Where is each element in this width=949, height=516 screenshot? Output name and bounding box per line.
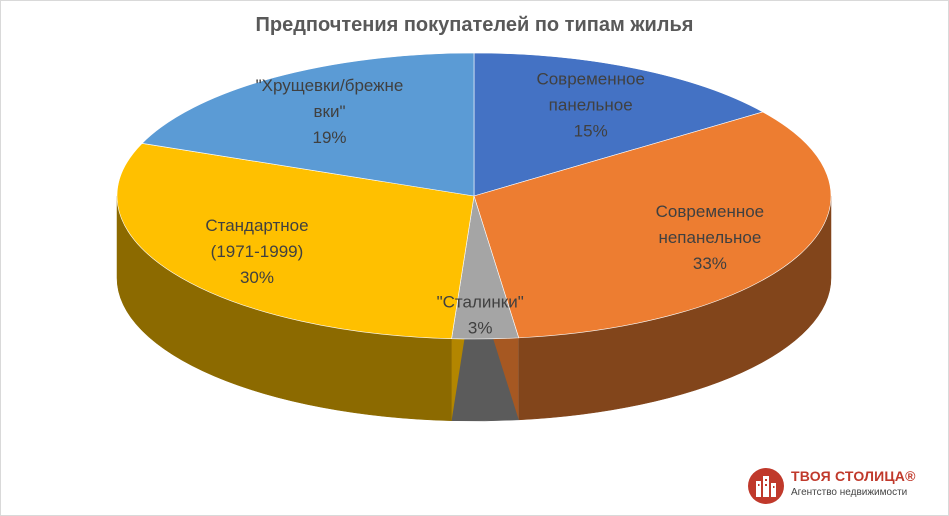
slice-category-label: панельное: [549, 95, 633, 114]
slice-category-label: (1971-1999): [211, 242, 304, 261]
pie-slice: [473, 52, 764, 197]
slice-category-label: Современное: [656, 202, 765, 221]
pie-top: [116, 52, 832, 340]
slice-category-label: "Хрущевки/брежне: [256, 76, 404, 95]
chart-title: Предпочтения покупателей по типам жилья: [255, 14, 694, 36]
pie-slice: [141, 52, 475, 197]
pie-slice: [473, 111, 832, 339]
slice-category-label: Стандартное: [205, 216, 308, 235]
slice-percent-label: 3%: [468, 319, 493, 338]
slice-category-label: вки": [314, 102, 346, 121]
pie-slice: [116, 143, 475, 340]
slice-percent-label: 30%: [240, 268, 274, 287]
slice-percent-label: 15%: [574, 121, 608, 140]
brand-logo: ТВОЯ СТОЛИЦА® Агентство недвижимости: [747, 466, 937, 506]
building-logo-icon: [748, 468, 784, 504]
slice-category-label: непанельное: [658, 228, 761, 247]
slice-category-label: Современное: [536, 69, 645, 88]
slice-percent-label: 33%: [693, 254, 727, 273]
brand-tagline: Агентство недвижимости: [791, 487, 908, 498]
slice-category-label: "Сталинки": [437, 293, 524, 312]
slice-percent-label: 19%: [313, 128, 347, 147]
brand-name: ТВОЯ СТОЛИЦА®: [791, 468, 916, 484]
pie-labels: Современное панельное 15% Современное непане…: [205, 69, 764, 337]
